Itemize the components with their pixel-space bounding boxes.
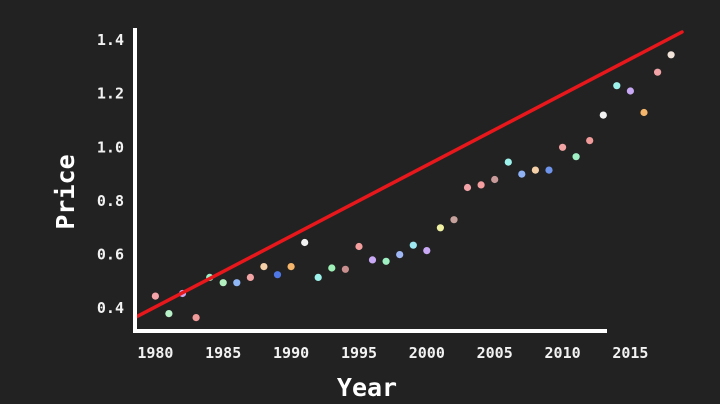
x-tick-label-1995: 1995 xyxy=(341,344,377,362)
data-point-2004 xyxy=(477,181,485,189)
y-tick-label-2: 0.8 xyxy=(97,192,124,210)
data-point-2012 xyxy=(586,137,594,145)
x-tick-label-2010: 2010 xyxy=(545,344,581,362)
x-tick-label-2000: 2000 xyxy=(409,344,445,362)
data-point-2018 xyxy=(667,51,675,59)
data-point-2006 xyxy=(504,158,512,166)
data-point-2010 xyxy=(559,143,567,151)
y-tick-labels: 0.4 0.6 0.8 1.0 1.2 1.4 xyxy=(97,31,124,317)
data-point-2011 xyxy=(572,153,580,161)
x-tick-label-1985: 1985 xyxy=(205,344,241,362)
data-point-1980 xyxy=(151,292,159,300)
data-points xyxy=(151,51,675,322)
data-point-2007 xyxy=(518,170,526,178)
data-point-2003 xyxy=(463,183,472,192)
data-point-1986 xyxy=(233,279,241,287)
x-tick-labels: 1980 1985 1990 1995 2000 2005 2010 2015 xyxy=(137,344,648,362)
y-tick-label-5: 1.4 xyxy=(97,31,124,49)
data-point-2005 xyxy=(491,175,499,184)
data-point-1996 xyxy=(368,256,377,264)
x-tick-label-1990: 1990 xyxy=(273,344,309,362)
data-point-2017 xyxy=(654,68,662,76)
data-point-2014 xyxy=(613,82,621,90)
data-point-2000 xyxy=(423,247,431,255)
x-axis-title: Year xyxy=(337,373,397,402)
data-point-2016 xyxy=(640,108,648,117)
data-point-1995 xyxy=(355,242,363,251)
data-point-1988 xyxy=(260,263,268,271)
trend-line xyxy=(133,30,684,320)
x-tick-label-2005: 2005 xyxy=(477,344,513,362)
data-point-1992 xyxy=(314,273,322,281)
data-point-1990 xyxy=(287,263,295,271)
data-point-2008 xyxy=(531,166,540,174)
data-point-1991 xyxy=(301,238,309,247)
x-tick-label-1980: 1980 xyxy=(137,344,173,362)
data-point-2001 xyxy=(436,224,444,232)
data-point-1994 xyxy=(341,265,349,273)
data-point-1981 xyxy=(165,310,173,318)
data-point-1989 xyxy=(273,271,282,279)
data-point-1999 xyxy=(409,241,417,249)
data-point-1997 xyxy=(382,257,390,265)
data-point-2015 xyxy=(626,87,635,95)
data-point-1983 xyxy=(192,314,200,322)
data-point-2013 xyxy=(599,111,607,119)
y-tick-label-4: 1.2 xyxy=(97,85,124,103)
data-point-1998 xyxy=(396,251,404,259)
y-tick-label-1: 0.6 xyxy=(97,246,124,264)
data-point-1993 xyxy=(328,264,336,272)
y-tick-label-0: 0.4 xyxy=(97,299,124,317)
y-tick-label-3: 1.0 xyxy=(97,138,124,156)
data-point-2009 xyxy=(545,166,553,174)
data-point-2002 xyxy=(450,216,458,224)
data-point-1985 xyxy=(219,279,227,287)
x-tick-label-2015: 2015 xyxy=(612,344,648,362)
y-axis-title: Price xyxy=(51,154,80,229)
data-point-1987 xyxy=(246,273,254,281)
